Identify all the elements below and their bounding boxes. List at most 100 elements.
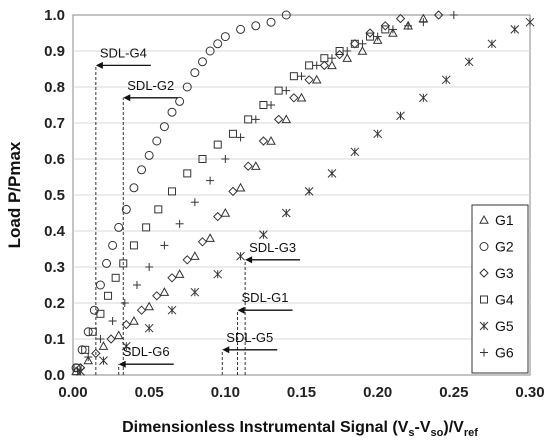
point-g6 — [312, 61, 321, 70]
point-g1 — [296, 92, 307, 102]
x-tick-label: 0.00 — [58, 384, 87, 401]
x-tick-label: 0.15 — [287, 384, 316, 401]
point-g4 — [320, 54, 329, 63]
point-g5 — [350, 147, 360, 157]
point-g5 — [464, 57, 474, 67]
point-g6 — [73, 367, 82, 376]
point-g4 — [119, 259, 128, 268]
legend-label: G3 — [495, 265, 514, 281]
point-g3 — [319, 60, 330, 71]
point-g1 — [159, 287, 170, 296]
point-g3 — [273, 114, 284, 125]
point-g3 — [228, 186, 238, 197]
point-g4 — [213, 140, 222, 149]
point-g3 — [334, 49, 345, 60]
point-g1 — [357, 45, 368, 55]
point-g2 — [167, 107, 177, 117]
point-g2 — [197, 57, 207, 67]
point-g6 — [419, 18, 428, 27]
sdl-arrowhead — [222, 346, 230, 354]
point-g6 — [404, 21, 413, 30]
point-g5 — [441, 75, 451, 85]
legend-label: G6 — [495, 345, 514, 361]
point-g5 — [144, 323, 154, 333]
point-g6 — [206, 176, 215, 185]
point-g5 — [281, 208, 291, 218]
point-g3 — [365, 28, 375, 38]
point-g4 — [154, 205, 163, 214]
point-g3 — [380, 21, 390, 31]
point-g3 — [91, 348, 101, 359]
point-g2 — [114, 222, 124, 232]
point-g4 — [244, 115, 253, 124]
x-tick-label: 0.25 — [439, 384, 468, 401]
point-g2 — [236, 24, 246, 34]
legend-label: G2 — [495, 239, 514, 255]
point-g4 — [111, 273, 120, 282]
point-g5 — [525, 17, 535, 27]
point-g6 — [175, 219, 184, 228]
x-tick-label: 0.05 — [135, 384, 164, 401]
y-tick-label: 0.1 — [44, 331, 65, 348]
x-axis-title-main: Dimensionless Instrumental Signal (V — [122, 419, 409, 436]
legend-marker-g4 — [480, 295, 488, 304]
point-g6 — [358, 39, 367, 48]
point-g1 — [311, 74, 322, 84]
point-g6 — [449, 11, 458, 19]
point-g1 — [113, 330, 124, 340]
point-g6 — [120, 299, 129, 307]
point-g4 — [335, 47, 344, 55]
legend-marker-g1 — [479, 214, 489, 224]
point-g4 — [129, 241, 138, 250]
y-tick-label: 0.7 — [44, 115, 65, 132]
point-g2 — [144, 150, 154, 160]
point-g3 — [197, 237, 208, 247]
point-g3 — [243, 161, 253, 171]
point-g4 — [96, 309, 105, 318]
x-tick-label: 0.30 — [515, 384, 544, 401]
point-g4 — [104, 291, 113, 300]
point-g4 — [350, 39, 359, 48]
point-g1 — [190, 251, 200, 260]
point-g2 — [266, 17, 276, 27]
point-g4 — [381, 25, 390, 34]
point-g5 — [190, 287, 200, 297]
point-g6 — [96, 335, 105, 343]
point-g1 — [250, 161, 261, 170]
point-g3 — [395, 13, 406, 24]
sdl-label: SDL-G5 — [226, 330, 273, 345]
point-g2 — [281, 10, 291, 20]
point-g1 — [129, 315, 139, 325]
point-g6 — [282, 86, 291, 95]
legend-label: G5 — [495, 318, 514, 334]
point-g5 — [327, 169, 337, 178]
sdl-label: SDL-G3 — [249, 240, 296, 255]
y-tick-label: 0.5 — [44, 187, 65, 204]
point-g2 — [83, 327, 93, 337]
sdl-arrowhead — [237, 306, 245, 314]
tick-labels: 0.0 0.1 0.2 0.3 0.4 0.5 0.6 0.7 0.8 0.9 1.0 0.00 0.0… — [44, 7, 544, 401]
point-g3 — [167, 273, 177, 283]
point-g1 — [388, 27, 398, 37]
point-g1 — [98, 341, 109, 350]
point-g2 — [108, 240, 118, 250]
point-g4 — [183, 169, 192, 178]
x-axis-title-sub-ref: ref — [464, 427, 478, 439]
point-g1 — [83, 355, 94, 365]
y-tick-label: 0.8 — [44, 79, 65, 96]
x-axis-title-mid1: -V — [415, 419, 431, 436]
point-g3 — [289, 93, 299, 103]
point-g6 — [84, 353, 93, 361]
point-g2 — [213, 39, 223, 49]
point-g5 — [396, 111, 405, 121]
point-g6 — [327, 54, 336, 63]
point-g3 — [304, 75, 314, 85]
point-g5 — [373, 129, 383, 139]
point-g2 — [205, 46, 215, 56]
point-g5 — [121, 341, 131, 351]
point-g2 — [95, 280, 105, 290]
point-g4 — [259, 101, 268, 109]
sdl-label: SDL-G4 — [100, 45, 147, 60]
y-tick-label: 0.3 — [44, 259, 65, 276]
